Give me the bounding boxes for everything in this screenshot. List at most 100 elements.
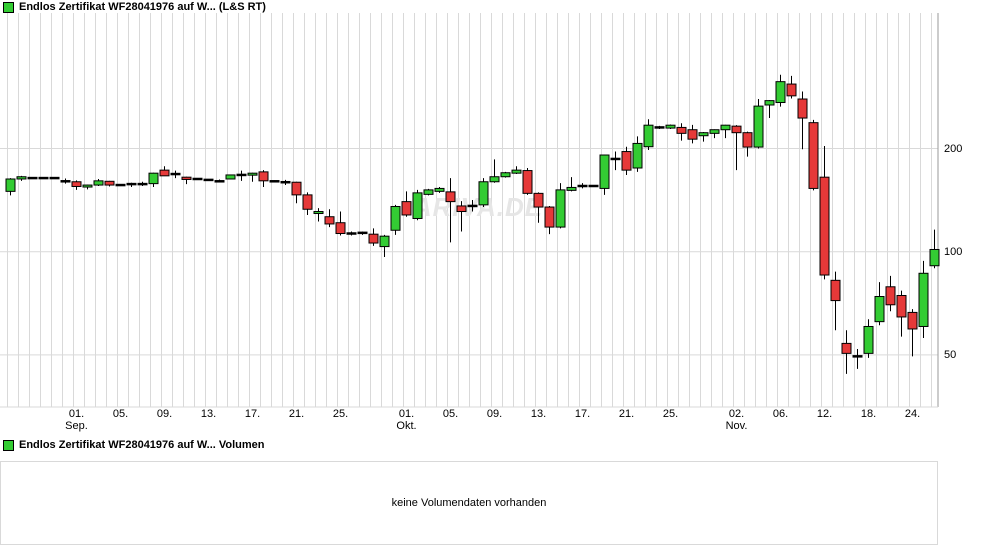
candle-body [82, 184, 93, 188]
x-tick-label: 09. [486, 408, 503, 420]
candle-doji [126, 182, 137, 186]
x-tick-label: 21. [618, 408, 635, 420]
x-tick-label: 12. [816, 408, 833, 420]
volume-panel: keine Volumendaten vorhanden [0, 461, 938, 545]
y-tick-label: 200 [944, 142, 963, 155]
candle-doji [852, 355, 863, 358]
candle-body [148, 172, 159, 185]
candle-body [16, 176, 27, 180]
candle-doji [203, 178, 214, 182]
x-tick-month-label: Sep. [65, 420, 88, 432]
x-tick-label: 01. [68, 408, 85, 420]
candle-doji [357, 231, 368, 235]
x-tick-label: 25. [662, 408, 679, 420]
candle-body [555, 189, 566, 228]
candle-body [423, 189, 434, 195]
candle-doji [280, 180, 291, 184]
candle-body [247, 172, 258, 176]
volume-chart-title: Endlos Zertifikat WF28041976 auf W... Vo… [19, 439, 265, 451]
candle-body [676, 126, 687, 134]
candle-body [335, 222, 346, 235]
candle-body [533, 192, 544, 208]
candle-body [841, 342, 852, 354]
candle-doji [115, 183, 126, 187]
x-tick-label: 18. [860, 408, 877, 420]
candle-body [764, 100, 775, 106]
volume-color-square-icon [3, 439, 14, 451]
candle-body [181, 176, 192, 180]
candle-body [929, 248, 940, 267]
x-tick-label: 13. [200, 408, 217, 420]
candle-body [434, 187, 445, 192]
candle-doji [137, 182, 148, 186]
candle-doji [346, 232, 357, 235]
x-tick-label: 09. [156, 408, 173, 420]
candle-doji [269, 180, 280, 183]
candle-doji [49, 176, 60, 180]
x-tick-label: 06. [772, 408, 789, 420]
candle-body [687, 129, 698, 140]
series-color-square-icon [3, 1, 14, 13]
no-volume-message: keine Volumendaten vorhanden [391, 497, 547, 509]
candle-body [159, 169, 170, 177]
candle-body [830, 279, 841, 302]
x-tick-label: 05. [112, 408, 129, 420]
candle-body [544, 206, 555, 228]
candle-body [566, 186, 577, 191]
candle-body [819, 176, 830, 276]
candle-doji [577, 184, 588, 188]
candle-doji [467, 204, 478, 208]
candle-body [489, 176, 500, 183]
candle-body [313, 211, 324, 215]
main-chart-legend: Endlos Zertifikat WF28041976 auf W... (L… [3, 1, 266, 13]
candle-body [698, 132, 709, 137]
x-tick-label: 01. [398, 408, 415, 420]
x-tick-label: 13. [530, 408, 547, 420]
candle-doji [170, 172, 181, 176]
candle-body [379, 235, 390, 248]
x-tick-label: 21. [288, 408, 305, 420]
main-chart-title: Endlos Zertifikat WF28041976 auf W... (L… [19, 1, 266, 13]
candle-doji [654, 126, 665, 129]
x-tick-label: 17. [574, 408, 591, 420]
y-tick-label: 50 [944, 348, 957, 361]
candle-body [808, 122, 819, 189]
candle-body [390, 205, 401, 231]
candle-body [775, 81, 786, 104]
candle-body [918, 272, 929, 327]
candle-doji [60, 180, 71, 183]
candle-body [302, 194, 313, 210]
candle-body [456, 205, 467, 213]
candle-body [445, 191, 456, 203]
candle-doji [236, 173, 247, 177]
candle-body [907, 311, 918, 330]
candle-body [665, 124, 676, 129]
x-tick-label: 24. [904, 408, 921, 420]
candle-body [874, 296, 885, 323]
candle-doji [38, 176, 49, 180]
candle-doji [214, 180, 225, 183]
candle-body [500, 172, 511, 178]
candle-body [225, 174, 236, 180]
candle-body [720, 124, 731, 131]
candles [5, 74, 940, 374]
candle-body [412, 192, 423, 219]
x-tick-month-label: Nov. [725, 420, 748, 432]
y-tick-label: 100 [944, 245, 963, 258]
candle-body [599, 154, 610, 189]
candle-body [511, 169, 522, 174]
candle-body [885, 286, 896, 306]
candle-body [786, 83, 797, 97]
x-tick-label: 17. [244, 408, 261, 420]
candle-body [478, 181, 489, 206]
candle-body [401, 201, 412, 216]
candle-body [621, 151, 632, 171]
candle-body [258, 171, 269, 182]
candle-body [742, 132, 753, 148]
candle-doji [192, 177, 203, 181]
candle-body [863, 325, 874, 354]
candle-body [632, 142, 643, 169]
volume-chart-legend: Endlos Zertifikat WF28041976 auf W... Vo… [3, 439, 265, 451]
